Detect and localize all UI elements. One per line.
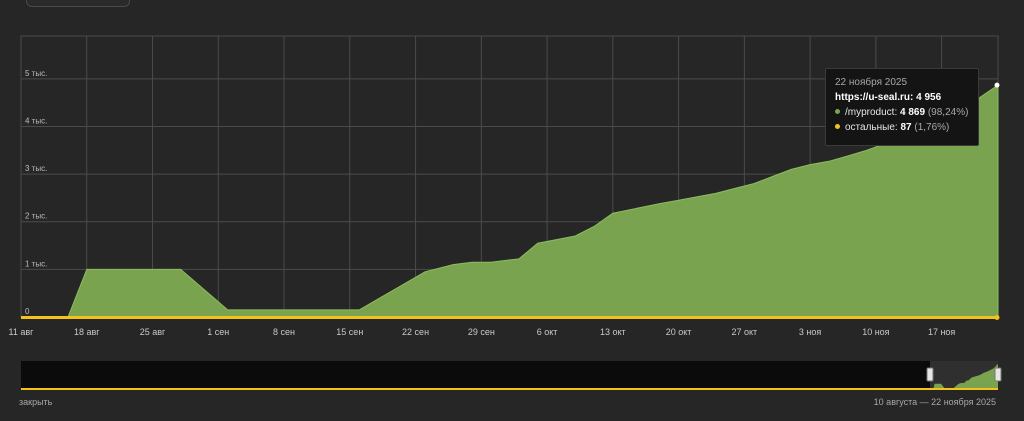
x-tick-label: 1 сен (207, 327, 229, 337)
y-tick-label: 0 (25, 307, 30, 316)
y-tick-label: 2 тыс. (25, 212, 47, 221)
hover-marker-other (994, 315, 1000, 320)
x-tick-label: 25 авг (140, 327, 166, 337)
tooltip-row-pct: (1,76%) (914, 122, 950, 133)
x-axis: 11 авг 18 авг 25 авг 1 сен 8 сен 15 сен 22 сен… (9, 327, 956, 337)
x-tick-label: 17 ноя (928, 327, 955, 337)
x-tick-label: 3 ноя (799, 327, 821, 337)
tooltip-date: 22 ноября 2025 (835, 77, 908, 88)
y-tick-label: 5 тыс. (25, 69, 47, 78)
tooltip-site: https://u-seal.ru: (835, 92, 914, 103)
x-tick-label: 20 окт (666, 327, 692, 337)
tooltip: 22 ноября 2025 https://u-seal.ru: 4 956 … (825, 68, 979, 146)
series-dot-icon (835, 123, 840, 129)
tooltip-row-other: остальные: 87 (1,76%) (835, 120, 969, 135)
x-tick-label: 8 сен (273, 327, 295, 337)
x-tick-label: 22 сен (402, 327, 429, 337)
range-navigator[interactable] (21, 361, 1002, 390)
x-tick-label: 13 окт (600, 327, 626, 337)
navigator-area (930, 363, 998, 389)
navigator-background (21, 361, 998, 389)
close-link[interactable]: закрыть (19, 397, 53, 407)
y-tick-label: 1 тыс. (25, 259, 47, 268)
navigator-handle-left[interactable] (926, 367, 934, 382)
tooltip-total-value: 4 956 (916, 92, 942, 103)
x-tick-label: 15 сен (336, 327, 363, 337)
x-tick-label: 29 сен (468, 327, 495, 337)
tooltip-row-name: /myproduct: (845, 107, 898, 118)
y-tick-label: 4 тыс. (25, 116, 47, 125)
tooltip-total: https://u-seal.ru: 4 956 (835, 90, 969, 105)
date-range-label: 10 августа — 22 ноября 2025 (873, 397, 996, 407)
hover-marker-myproduct (994, 82, 1000, 88)
x-tick-label: 18 авг (74, 327, 100, 337)
tooltip-row-myproduct: /myproduct: 4 869 (98,24%) (835, 105, 969, 120)
series-dot-icon (835, 108, 840, 114)
navigator-handle-right[interactable] (994, 367, 1002, 382)
x-tick-label: 6 окт (537, 327, 558, 337)
tooltip-row-pct: (98,24%) (927, 107, 969, 118)
x-tick-label: 10 ноя (862, 327, 889, 337)
y-tick-label: 3 тыс. (25, 164, 47, 173)
tooltip-row-name: остальные: (845, 122, 898, 133)
tooltip-row-value: 4 869 (900, 107, 926, 118)
x-tick-label: 11 авг (9, 327, 35, 337)
y-axis: 0 1 тыс. 2 тыс. 3 тыс. 4 тыс. 5 тыс. (25, 69, 47, 316)
tooltip-row-value: 87 (900, 122, 912, 133)
x-tick-label: 27 окт (732, 327, 758, 337)
